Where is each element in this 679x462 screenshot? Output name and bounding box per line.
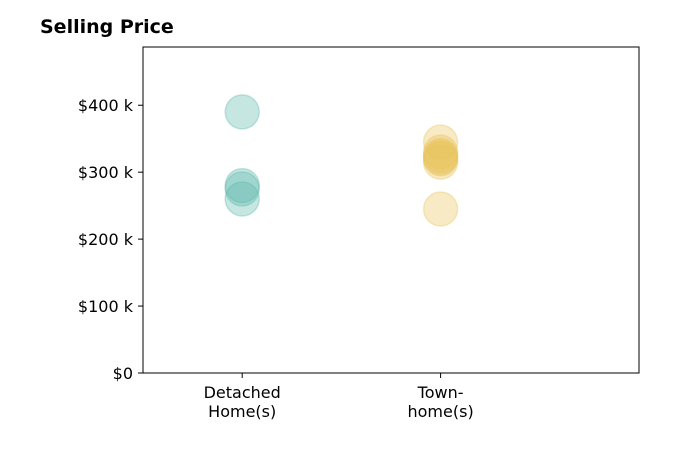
- data-point: [422, 134, 459, 170]
- plot-frame: [142, 46, 640, 374]
- x-tick-label: home(s): [408, 402, 474, 421]
- x-tick-label: Detached: [204, 383, 281, 402]
- data-point: [224, 171, 260, 207]
- y-tick-label: $100 k: [78, 297, 134, 316]
- y-tick-label: $400 k: [78, 96, 134, 115]
- y-axis: $0 $100 k $200 k $300 k $400 k: [78, 96, 143, 383]
- data-point: [422, 191, 459, 227]
- x-tick-label: Home(s): [208, 402, 276, 421]
- data-point: [422, 137, 459, 174]
- data-point: [224, 167, 260, 204]
- data-point: [422, 141, 459, 177]
- y-tick-label: $0: [113, 364, 133, 383]
- data-marks: [224, 94, 459, 227]
- data-point: [224, 181, 260, 217]
- y-tick-label: $200 k: [78, 230, 134, 249]
- data-point: [422, 144, 459, 180]
- y-tick-label: $300 k: [78, 163, 134, 182]
- data-point: [224, 94, 260, 130]
- data-point: [422, 124, 459, 160]
- x-tick-label: Town-: [417, 383, 464, 402]
- data-point: [422, 139, 459, 176]
- chart-title: Selling Price: [40, 16, 174, 38]
